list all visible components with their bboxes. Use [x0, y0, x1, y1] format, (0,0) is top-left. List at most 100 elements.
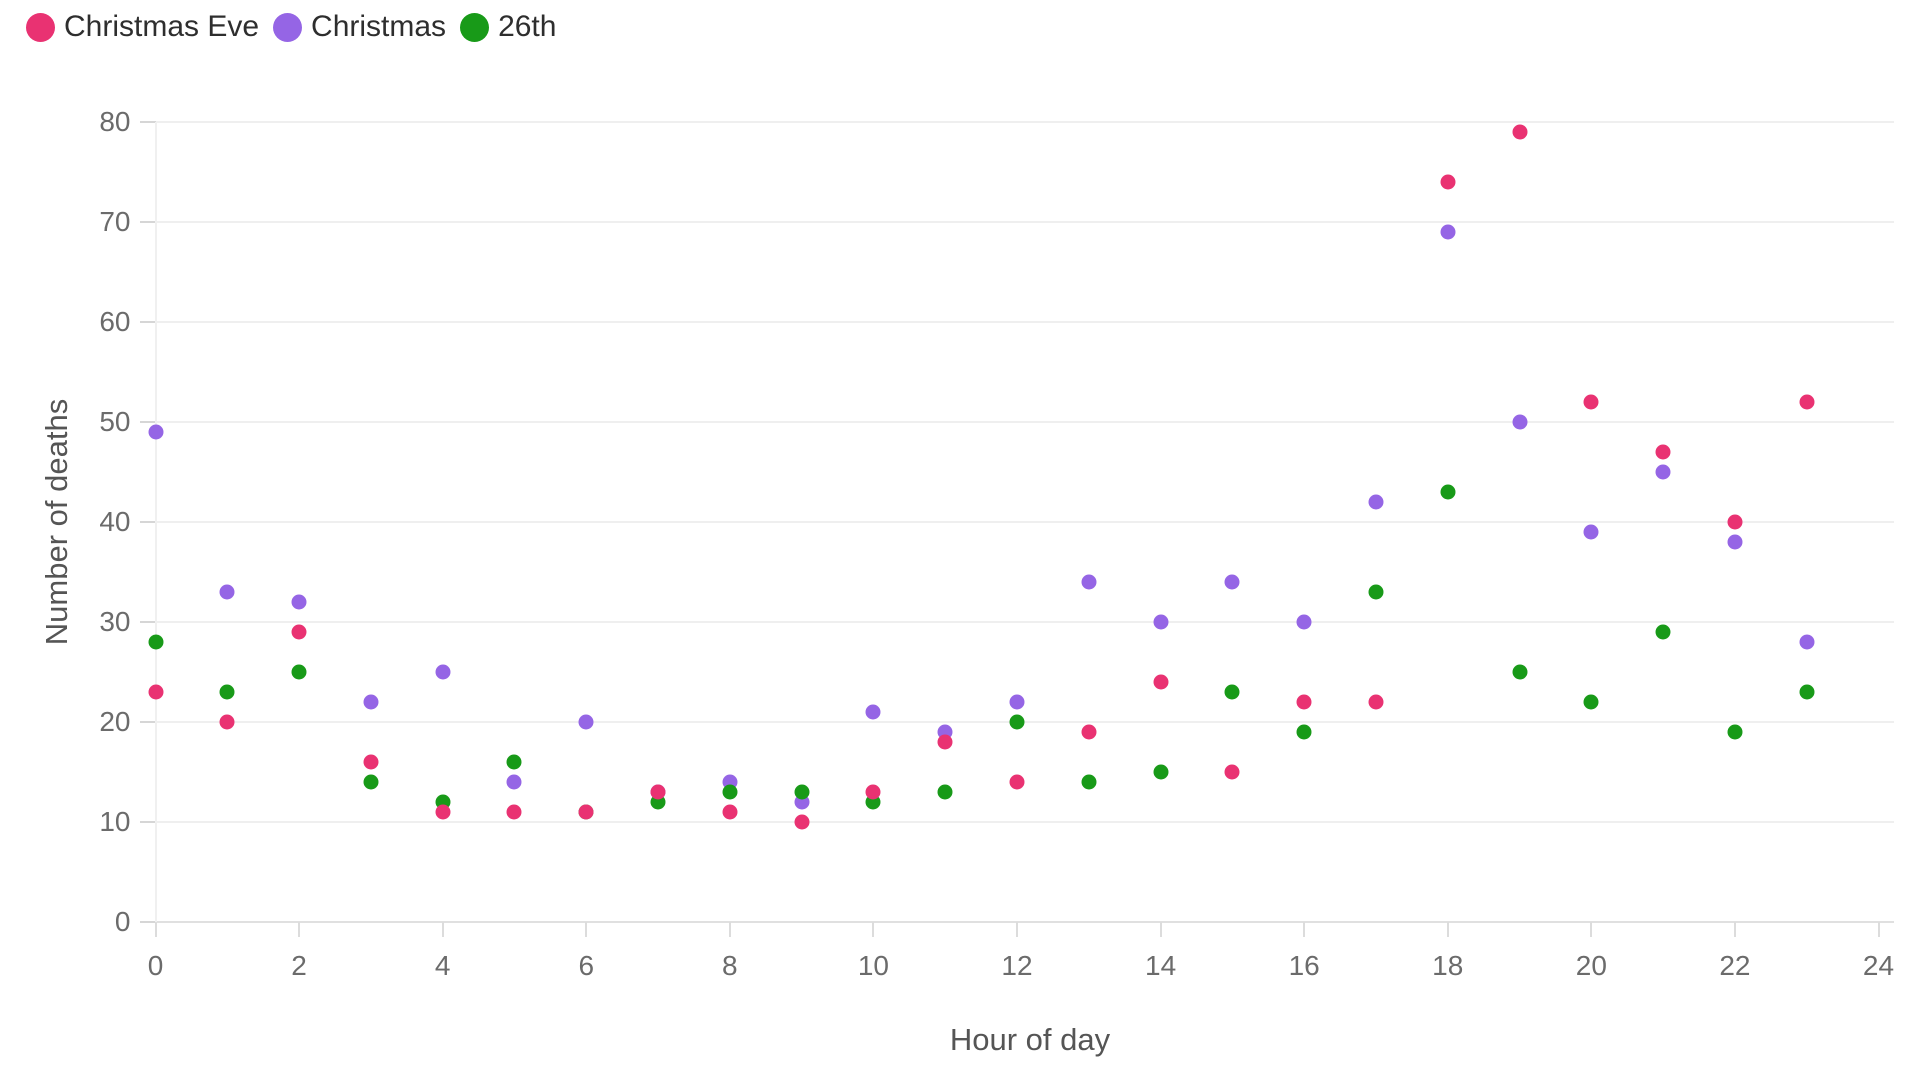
- y-gridline: [154, 321, 1894, 323]
- x-tick-label: 6: [578, 950, 595, 981]
- legend-label: 26th: [498, 10, 557, 43]
- y-gridline: [154, 421, 1894, 423]
- x-tick-label: 0: [147, 950, 164, 981]
- data-point-christmas[interactable]: [148, 424, 163, 440]
- data-point-christmas[interactable]: [219, 584, 235, 600]
- data-point-christmas-eve[interactable]: [506, 804, 522, 820]
- data-point-christmas-eve[interactable]: [1655, 444, 1671, 460]
- data-point-26th[interactable]: [148, 634, 163, 650]
- data-point-christmas[interactable]: [1368, 494, 1384, 510]
- data-point-christmas-eve[interactable]: [435, 804, 451, 820]
- legend-swatch-icon: [460, 12, 490, 42]
- data-point-christmas-eve[interactable]: [578, 804, 594, 820]
- data-point-christmas[interactable]: [506, 774, 522, 790]
- data-point-christmas[interactable]: [1727, 534, 1743, 550]
- data-point-26th[interactable]: [1655, 624, 1671, 640]
- data-point-26th[interactable]: [1727, 724, 1743, 740]
- data-point-christmas-eve[interactable]: [650, 784, 666, 800]
- data-point-26th[interactable]: [1799, 684, 1815, 700]
- legend-label: Christmas Eve: [64, 10, 260, 43]
- data-point-christmas-eve[interactable]: [722, 804, 738, 820]
- y-tick-label: 80: [99, 106, 131, 137]
- data-point-christmas-eve[interactable]: [148, 684, 163, 700]
- y-gridline: [154, 521, 1894, 523]
- data-point-26th[interactable]: [937, 784, 953, 800]
- legend-swatch-icon: [26, 12, 55, 42]
- data-point-26th[interactable]: [1009, 714, 1025, 730]
- legend-item[interactable]: Christmas Eve: [26, 12, 259, 42]
- data-point-christmas[interactable]: [1799, 634, 1815, 650]
- data-point-christmas[interactable]: [435, 664, 451, 680]
- data-point-christmas-eve[interactable]: [1153, 674, 1169, 690]
- x-tick: [1590, 922, 1593, 937]
- data-point-christmas-eve[interactable]: [219, 714, 235, 730]
- data-point-christmas-eve[interactable]: [1583, 394, 1599, 410]
- data-point-christmas-eve[interactable]: [1224, 764, 1240, 780]
- y-tick-label: 0: [114, 906, 131, 937]
- y-tick: [139, 521, 156, 523]
- data-point-christmas[interactable]: [363, 694, 379, 710]
- legend-item[interactable]: Christmas: [273, 12, 446, 42]
- x-tick: [441, 922, 444, 937]
- y-tick: [139, 621, 156, 623]
- data-point-christmas-eve[interactable]: [794, 814, 810, 830]
- x-tick: [1733, 922, 1736, 937]
- x-tick-label: 4: [434, 950, 451, 981]
- data-point-26th[interactable]: [291, 664, 307, 680]
- data-point-26th[interactable]: [1296, 724, 1312, 740]
- data-point-christmas[interactable]: [1153, 614, 1169, 630]
- x-tick-label: 18: [1432, 950, 1464, 981]
- x-tick: [1303, 922, 1306, 937]
- legend-swatch-icon: [273, 12, 303, 42]
- y-axis-line: [154, 122, 157, 922]
- y-tick: [139, 921, 156, 923]
- data-point-christmas[interactable]: [1440, 224, 1456, 240]
- data-point-26th[interactable]: [506, 754, 522, 770]
- data-point-christmas[interactable]: [1655, 464, 1671, 480]
- y-gridline: [154, 921, 1894, 923]
- data-point-christmas[interactable]: [865, 704, 881, 720]
- data-point-christmas-eve[interactable]: [865, 784, 881, 800]
- data-point-christmas-eve[interactable]: [1009, 774, 1025, 790]
- data-point-christmas[interactable]: [1224, 574, 1240, 590]
- data-point-26th[interactable]: [219, 684, 235, 700]
- y-gridline: [154, 121, 1894, 123]
- x-tick: [154, 922, 157, 937]
- data-point-26th[interactable]: [1081, 774, 1097, 790]
- data-point-christmas-eve[interactable]: [1727, 514, 1743, 530]
- legend-item[interactable]: 26th: [460, 12, 556, 42]
- data-point-26th[interactable]: [1440, 484, 1456, 500]
- data-point-christmas[interactable]: [1009, 694, 1025, 710]
- data-point-26th[interactable]: [1224, 684, 1240, 700]
- data-point-26th[interactable]: [1368, 584, 1384, 600]
- y-tick: [139, 721, 156, 723]
- data-point-christmas-eve[interactable]: [1512, 124, 1528, 140]
- data-point-christmas-eve[interactable]: [1440, 174, 1456, 190]
- data-point-christmas-eve[interactable]: [1296, 694, 1312, 710]
- data-point-26th[interactable]: [794, 784, 810, 800]
- data-point-christmas[interactable]: [1583, 524, 1599, 540]
- data-point-christmas-eve[interactable]: [363, 754, 379, 770]
- data-point-26th[interactable]: [1583, 694, 1599, 710]
- x-tick: [1159, 922, 1162, 937]
- data-point-christmas[interactable]: [1081, 574, 1097, 590]
- x-tick: [872, 922, 875, 937]
- data-point-26th[interactable]: [722, 784, 738, 800]
- data-point-christmas-eve[interactable]: [291, 624, 307, 640]
- data-point-26th[interactable]: [1512, 664, 1528, 680]
- data-point-26th[interactable]: [363, 774, 379, 790]
- data-point-christmas-eve[interactable]: [1368, 694, 1384, 710]
- data-point-christmas[interactable]: [1296, 614, 1312, 630]
- x-tick: [728, 922, 731, 937]
- data-point-26th[interactable]: [1153, 764, 1169, 780]
- data-point-christmas[interactable]: [578, 714, 594, 730]
- data-point-christmas-eve[interactable]: [937, 734, 953, 750]
- y-tick-label: 40: [99, 506, 131, 537]
- data-point-christmas-eve[interactable]: [1799, 394, 1815, 410]
- x-tick: [1016, 922, 1018, 937]
- data-point-christmas[interactable]: [291, 594, 307, 610]
- y-tick: [139, 421, 156, 423]
- data-point-christmas[interactable]: [1512, 414, 1528, 430]
- x-tick-label: 16: [1288, 950, 1320, 981]
- data-point-christmas-eve[interactable]: [1081, 724, 1097, 740]
